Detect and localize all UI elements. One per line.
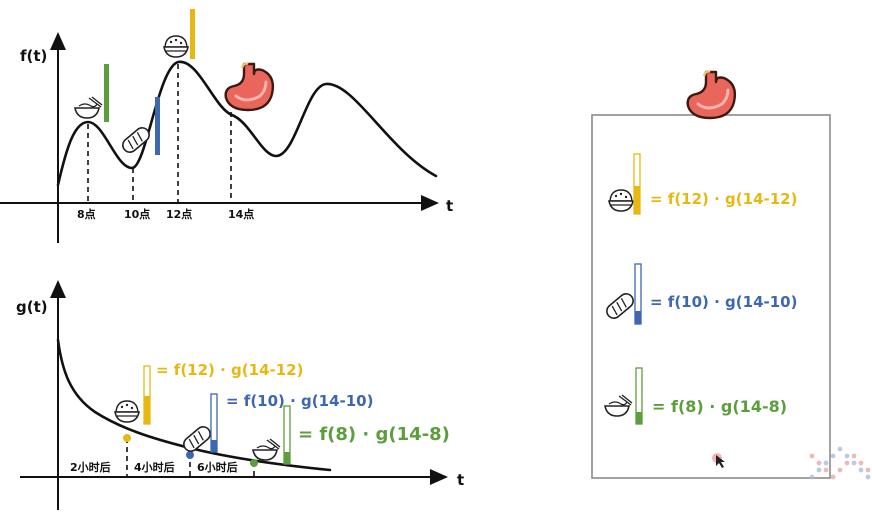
watermark-logo <box>809 446 871 480</box>
tick-14: 14点 <box>228 207 254 221</box>
panel-eq-10: = f(10) · g(14-10) <box>650 293 797 311</box>
bottom-eq-12: = f(12) · g(14-12) <box>156 361 303 379</box>
rice-bowl-icon <box>114 400 140 423</box>
bottom-eq-8: = f(8) · g(14-8) <box>298 424 450 445</box>
noodle-bowl-icon <box>74 96 103 119</box>
green-gauge-fill <box>284 452 290 464</box>
tick-8: 8点 <box>77 207 96 221</box>
rice-bowl-icon <box>608 189 634 212</box>
stomach-icon <box>686 70 737 120</box>
green-bar <box>104 64 109 122</box>
bottom-eq-10: = f(10) · g(14-10) <box>226 392 373 410</box>
tick-10: 10点 <box>124 207 150 221</box>
bottom-y-label: g(t) <box>16 298 48 316</box>
rice-bowl-icon <box>163 35 189 58</box>
bottom-x-label: t <box>457 471 464 489</box>
intake-curve <box>56 60 438 187</box>
tick-2h: 2小时后 <box>70 460 111 474</box>
blue-bar <box>155 97 160 155</box>
bread-icon <box>119 124 153 156</box>
top-y-label: f(t) <box>20 47 47 65</box>
tick-4h: 4小时后 <box>134 460 175 474</box>
panel-green-fill <box>636 412 642 424</box>
panel-eq-12: = f(12) · g(14-12) <box>650 190 797 208</box>
yellow-gauge-fill <box>144 396 150 424</box>
bottom-chart: g(t) t 2小时后 4小时后 6小时后 = f(12) · g(14-12)… <box>16 280 464 510</box>
top-x-label: t <box>446 197 453 215</box>
stomach-icon <box>224 62 275 112</box>
tick-12: 12点 <box>166 207 192 221</box>
stomach-panel: = f(12) · g(14-12) = f(10) · g(14-10) = … <box>591 70 831 479</box>
cursor-icon <box>712 453 725 468</box>
yellow-bar <box>190 9 195 59</box>
panel-eq-8: = f(8) · g(14-8) <box>652 397 787 416</box>
tick-6h: 6小时后 <box>197 460 238 474</box>
noodle-bowl-icon <box>252 438 281 461</box>
blue-gauge-fill <box>211 440 217 452</box>
point-4h <box>186 451 194 459</box>
top-chart: f(t) t 8点 10点 12点 14点 <box>0 9 453 243</box>
decay-curve <box>56 338 332 472</box>
point-2h <box>123 434 131 442</box>
panel-blue-fill <box>635 311 641 324</box>
panel-yellow-fill <box>634 186 640 214</box>
point-6h <box>250 459 258 467</box>
